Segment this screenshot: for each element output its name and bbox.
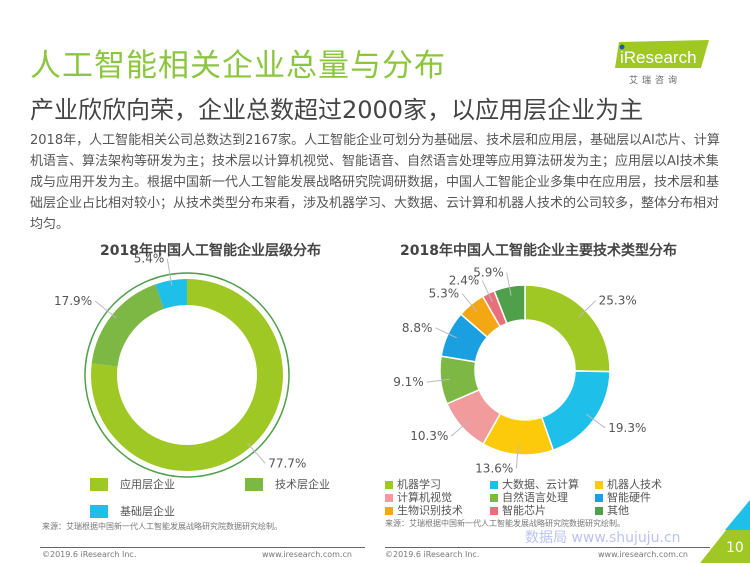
data-label-2: 13.6% — [475, 462, 513, 476]
iresearch-logo: iResearch 艾瑞咨询 — [615, 40, 710, 86]
copyright-left: ©2019.6 iResearch Inc. — [42, 550, 137, 559]
page-subtitle: 产业欣欣向荣，企业总数超过2000家，以应用层企业为主 — [30, 96, 644, 124]
legend-item: 生物识别技术 — [385, 504, 490, 517]
source-right: 来源：艾瑞根据中国新一代人工智能发展战略研究院数据研究绘制。 — [385, 519, 625, 528]
chart2-title: 2018年中国人工智能企业主要技术类型分布 — [400, 243, 677, 259]
divider-right — [385, 547, 710, 548]
source-left: 来源：艾瑞根据中国新一代人工智能发展战略研究院数据研究绘制。 — [42, 522, 282, 531]
legend-item: 计算机视觉 — [385, 491, 490, 504]
legend-item: 智能硬件 — [595, 491, 700, 504]
leader-line-3 — [451, 420, 470, 437]
legend-label: 技术层企业 — [275, 478, 330, 491]
data-label-7: 2.4% — [449, 274, 480, 288]
watermark: 数据局 www.shujuju.cn — [525, 530, 681, 546]
data-label-6: 5.3% — [429, 287, 460, 301]
leader-line-7 — [481, 280, 493, 303]
legend-swatch — [490, 480, 498, 489]
leader-line-0 — [578, 300, 597, 318]
data-label-5: 8.8% — [402, 321, 433, 335]
outer-ring — [84, 272, 290, 478]
legend-swatch — [595, 480, 603, 489]
leader-line-2 — [515, 445, 519, 469]
legend-label: 计算机视觉 — [397, 491, 452, 504]
legend-label: 自然语言处理 — [502, 491, 568, 504]
data-label-1: 19.3% — [608, 421, 646, 435]
data-label-0: 25.3% — [599, 294, 637, 308]
leader-line-2 — [166, 258, 173, 286]
legend-swatch — [385, 493, 393, 502]
svg-text:艾瑞咨询: 艾瑞咨询 — [629, 74, 681, 85]
divider-left — [40, 547, 365, 548]
data-label-1: 17.9% — [54, 294, 92, 308]
legend-label: 大数据、云计算 — [502, 478, 579, 491]
legend-swatch — [490, 493, 498, 502]
legend-label: 生物识别技术 — [397, 504, 463, 517]
data-label-8: 5.9% — [473, 266, 504, 280]
data-label-3: 10.3% — [410, 429, 448, 443]
legend-label: 其他 — [607, 504, 629, 517]
body-text: 2018年，人工智能相关公司总数达到2167家。人工智能企业可划分为基础层、技术… — [30, 133, 720, 232]
legend-item: 智能芯片 — [490, 504, 595, 517]
data-label-4: 9.1% — [393, 375, 424, 389]
leader-line-8 — [506, 272, 512, 296]
legend-swatch — [385, 480, 393, 489]
leader-line-1 — [585, 413, 606, 429]
legend-swatch — [595, 493, 603, 502]
legend-label: 智能芯片 — [502, 504, 546, 517]
legend-swatch — [595, 506, 603, 515]
legend-label: 机器人技术 — [607, 478, 662, 491]
legend-item: 机器学习 — [385, 478, 490, 491]
legend-item: 应用层企业 — [90, 478, 245, 491]
legend-label: 智能硬件 — [607, 491, 651, 504]
legend-swatch — [90, 505, 108, 518]
legend-swatch — [90, 478, 108, 491]
data-label-2: 5.4% — [134, 252, 165, 266]
leader-line-4 — [426, 378, 451, 383]
url-right: www.iresearch.com.cn — [598, 550, 688, 559]
page-number: 10 — [726, 540, 744, 556]
leader-line-5 — [435, 327, 457, 339]
slice-1 — [540, 370, 611, 452]
legend-item: 基础层企业 — [90, 505, 200, 518]
url-left: www.iresearch.com.cn — [262, 550, 352, 559]
legend-label: 机器学习 — [397, 478, 441, 491]
legend-item: 其他 — [595, 504, 700, 517]
leader-line-0 — [246, 442, 266, 464]
leader-line-1 — [94, 300, 117, 319]
legend-item: 技术层企业 — [245, 478, 355, 491]
legend-item: 大数据、云计算 — [490, 478, 595, 491]
slice-2 — [155, 279, 187, 309]
page-title: 人工智能相关企业总量与分布 — [30, 48, 446, 84]
leader-line-6 — [461, 293, 478, 312]
slice-1 — [91, 284, 164, 367]
corner-decoration — [700, 500, 750, 563]
svg-text:iResearch: iResearch — [620, 48, 697, 67]
legend-label: 应用层企业 — [120, 478, 175, 491]
copyright-right: ©2019.6 iResearch Inc. — [385, 550, 480, 559]
chart1-title: 2018年中国人工智能企业层级分布 — [100, 243, 321, 259]
legend-label: 基础层企业 — [120, 505, 175, 518]
slice-0 — [524, 284, 611, 373]
legend-swatch — [385, 506, 393, 515]
legend-swatch — [245, 478, 263, 491]
legend-swatch — [490, 506, 498, 515]
legend-item: 自然语言处理 — [490, 491, 595, 504]
slice-8 — [493, 284, 526, 325]
legend-item: 机器人技术 — [595, 478, 700, 491]
data-label-0: 77.7% — [268, 456, 306, 470]
